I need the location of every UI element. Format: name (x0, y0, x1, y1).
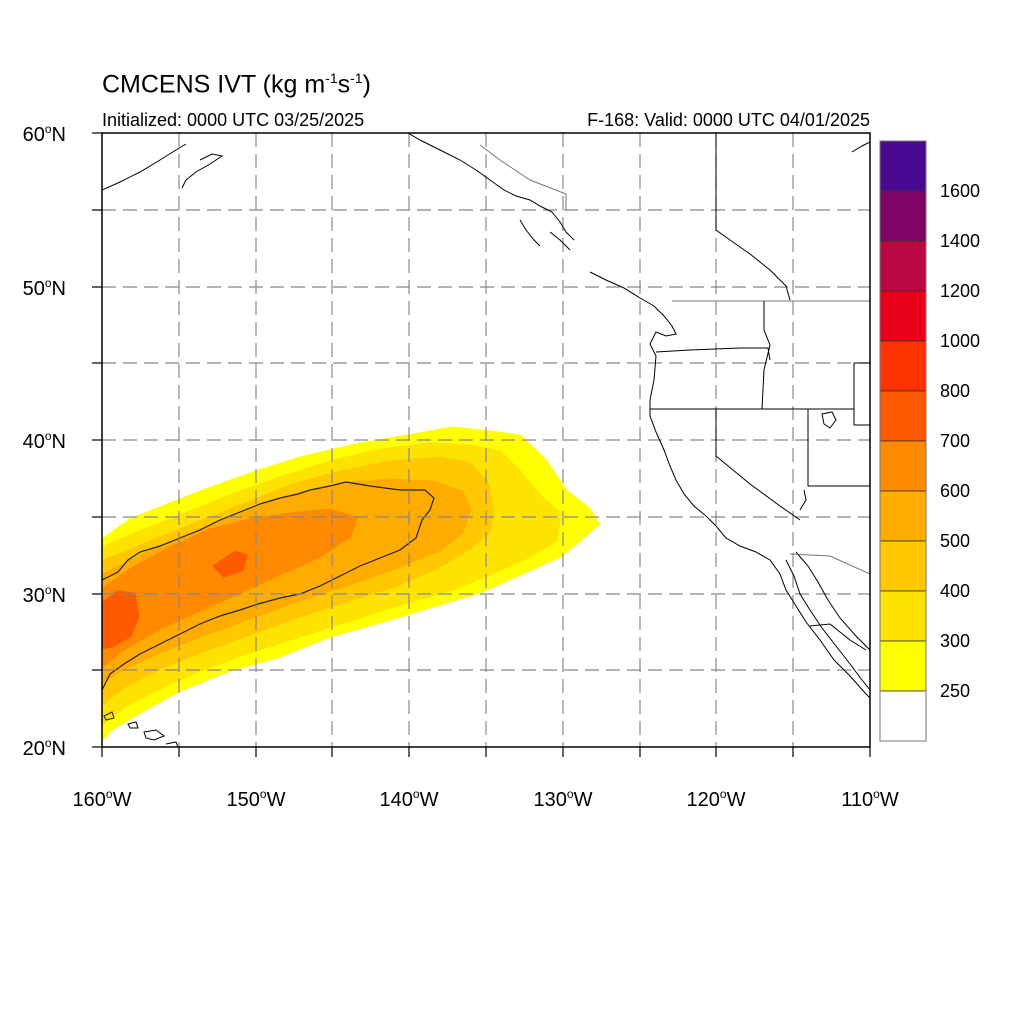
colorbar-swatch (879, 490, 927, 542)
colorbar-frame (879, 140, 927, 742)
coast-hawaii-2 (143, 729, 166, 741)
lon-label: 130oW (534, 787, 593, 811)
coast-hawaii-1 (127, 721, 139, 729)
valid-time-label: F-168: Valid: 0000 UTC 04/01/2025 (587, 110, 870, 130)
ivt-700-shade-2 (212, 550, 248, 578)
border-id (761, 301, 771, 410)
border-nv-ut-az (807, 409, 870, 487)
ivt-700-shade (102, 590, 140, 650)
latitude-labels: 60oN 50oN 40oN 30oN 20oN (23, 122, 66, 760)
colorbar-label: 1200 (940, 281, 980, 301)
ivt-500-contour-island (103, 711, 115, 721)
lon-label: 110oW (841, 787, 899, 811)
axis-ticks (92, 132, 871, 757)
border-ca-nv (715, 409, 801, 521)
lon-label: 140oW (380, 787, 439, 811)
ivt-500-shade (102, 478, 472, 684)
lat-label: 20oN (23, 736, 66, 760)
border-sonora (809, 623, 867, 651)
colorbar-swatch (879, 640, 927, 692)
coast-alaska-gulf (407, 133, 575, 241)
border-us-mexico (789, 553, 870, 575)
ivt-shading (102, 426, 600, 742)
colorbar-label: 500 (940, 531, 970, 551)
init-time-label: Initialized: 0000 UTC 03/25/2025 (102, 110, 365, 130)
lon-label: 150oW (227, 787, 286, 811)
coast-bc-islands (519, 219, 571, 251)
border-mt-wy (853, 362, 870, 426)
longitude-labels: 160oW 150oW 140oW 130oW 120oW 110oW (73, 787, 899, 811)
colorbar-swatch (879, 390, 927, 442)
ivt-600-shade (102, 508, 358, 668)
colorbar-swatch (879, 190, 927, 242)
colorbar-swatch (879, 290, 927, 342)
colorbar-label: 600 (940, 481, 970, 501)
colorbar-swatch (879, 340, 927, 392)
colorbar-swatch (879, 540, 927, 592)
lat-label: 60oN (23, 122, 66, 146)
colorbar-label: 800 (940, 381, 970, 401)
colorbar: 1600 1400 1200 1000 800 700 600 500 400 300 250 (879, 140, 980, 742)
border-canada-alaska (479, 144, 567, 210)
lon-label: 120oW (687, 787, 746, 811)
colorbar-swatch (879, 440, 927, 492)
border-az-mex-inner (799, 489, 807, 511)
colorbar-label: 1600 (940, 181, 980, 201)
colorbar-swatch (879, 690, 927, 742)
colorbar-label: 400 (940, 581, 970, 601)
coast-hawaii-3 (165, 741, 179, 747)
political-borders (479, 133, 870, 651)
coast-salton (821, 411, 837, 429)
coast-west-north-america (589, 271, 870, 699)
lon-label: 160oW (73, 787, 132, 811)
coast-alaska-peninsula (102, 143, 224, 191)
lat-label: 30oN (23, 583, 66, 607)
coast-gulf-california (795, 551, 870, 651)
colorbar-label: 1400 (940, 231, 980, 251)
map-title: CMCENS IVT (kg m-1s-1) (102, 70, 371, 99)
colorbar-swatch (879, 140, 927, 192)
coast-baja (785, 559, 870, 691)
colorbar-swatch (879, 240, 927, 292)
colorbar-label: 250 (940, 681, 970, 701)
lat-label: 50oN (23, 276, 66, 300)
border-canada-provinces (715, 133, 791, 301)
border-wa-or (655, 347, 771, 361)
colorbar-label: 1000 (940, 331, 980, 351)
coastlines (102, 133, 870, 747)
coast-north-ne (851, 141, 870, 153)
colorbar-label: 300 (940, 631, 970, 651)
colorbar-label: 700 (940, 431, 970, 451)
graticule (102, 133, 870, 747)
colorbar-swatch (879, 590, 927, 642)
ivt-500-contour (101, 481, 435, 691)
lat-label: 40oN (23, 429, 66, 453)
